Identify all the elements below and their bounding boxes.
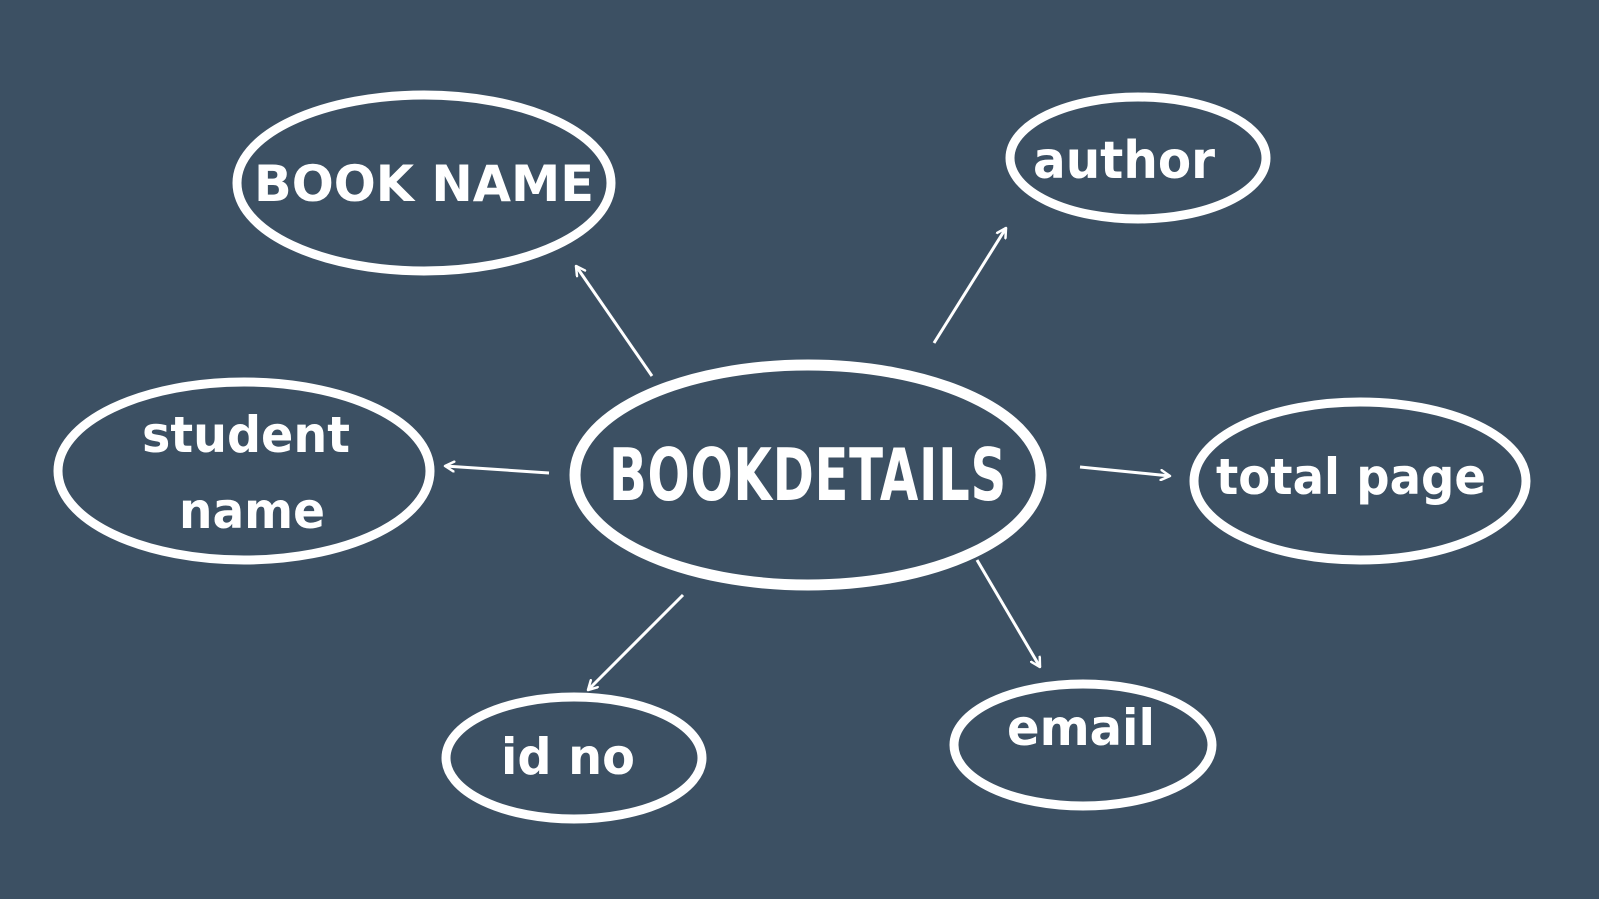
- node-total-page: total page: [1189, 397, 1531, 565]
- node-total-page-label: total page: [1216, 448, 1486, 506]
- center-node-bookdetails: BOOKDETAILS: [569, 359, 1047, 591]
- node-id-no: id no: [441, 692, 707, 824]
- node-id-no-label: id no: [501, 728, 635, 786]
- arrow-to-total-page: [1079, 465, 1170, 476]
- arrow-to-email: [975, 559, 1042, 667]
- center-node-oval: [569, 359, 1047, 591]
- center-node-label: BOOKDETAILS: [609, 433, 1007, 517]
- node-book-name-label: BOOK NAME: [254, 155, 594, 213]
- node-total-page-oval: [1189, 397, 1531, 565]
- node-book-name-oval: [232, 90, 616, 276]
- node-email-oval: [949, 679, 1217, 811]
- node-author-label: author: [1033, 131, 1215, 191]
- node-student-name-line1: student: [142, 406, 350, 464]
- node-id-no-oval: [441, 692, 707, 824]
- arrow-to-author: [932, 228, 1008, 344]
- arrow-to-id-no: [588, 593, 685, 690]
- node-email-label: email: [1007, 699, 1155, 757]
- node-author: author: [1005, 92, 1271, 224]
- node-book-name: BOOK NAME: [232, 90, 616, 276]
- node-email: email: [949, 679, 1217, 811]
- arrow-to-student-name: [445, 466, 550, 475]
- arrow-to-book-name: [576, 266, 654, 377]
- node-student-name-line2: name: [179, 482, 325, 540]
- node-student-name: student name: [53, 377, 435, 565]
- node-author-oval: [1005, 92, 1271, 224]
- node-student-name-oval: [53, 377, 435, 565]
